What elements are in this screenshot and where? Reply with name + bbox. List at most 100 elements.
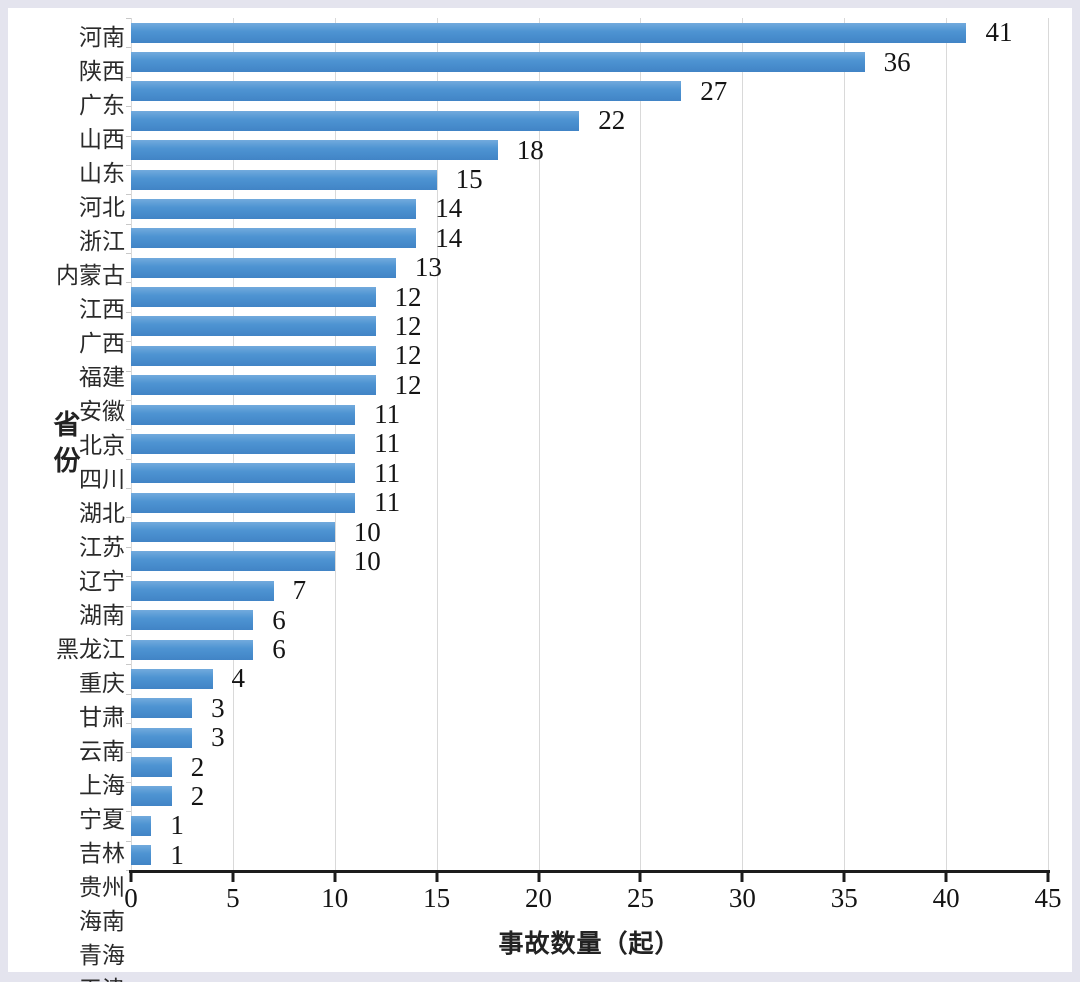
y-axis-category-tick: [126, 576, 131, 578]
bar-江西: [131, 257, 396, 278]
y-axis-category-tick: [126, 282, 131, 284]
bar-series: 41 36 27 22 18 15 14 14 13 12 12 12 12 11 11 11 11 10 10 7 6…: [131, 18, 1048, 870]
bar-row: 10: [131, 517, 1048, 546]
x-tick-35: [842, 873, 846, 882]
bar-福建: [131, 316, 376, 337]
y-axis-category-tick: [126, 341, 131, 343]
category-label-山西: 山西: [79, 127, 125, 152]
category-label-宁夏: 宁夏: [79, 807, 125, 832]
gridline-x-40: [946, 18, 948, 870]
category-label-海南: 海南: [79, 909, 125, 934]
category-label-贵州: 贵州: [79, 875, 125, 900]
category-label-湖北: 湖北: [79, 501, 125, 526]
x-tick-label-5: 5: [226, 883, 240, 913]
category-label-福建: 福建: [79, 365, 125, 390]
bar-value-label: 11: [374, 428, 401, 459]
bar-value-label: 15: [455, 164, 483, 195]
bar-value-label: 2: [190, 780, 205, 811]
y-axis-category-tick: [126, 311, 131, 313]
bar-row: 18: [131, 136, 1048, 165]
bar-云南: [131, 639, 254, 660]
y-axis-category-tick: [126, 488, 131, 490]
bar-吉林: [131, 727, 193, 748]
category-label-浙江: 浙江: [79, 229, 125, 254]
y-axis-category-tick: [126, 870, 131, 871]
bar-row: 14: [131, 224, 1048, 253]
bar-value-label: 11: [374, 457, 401, 488]
category-label-天津: 天津: [8, 970, 125, 982]
y-axis-category-tick: [126, 18, 131, 19]
y-axis-category-tick: [126, 76, 131, 78]
bar-山东: [131, 140, 498, 161]
gridline-x-20: [538, 18, 540, 870]
bar-row: 1: [131, 811, 1048, 840]
x-tick-45: [1046, 873, 1050, 882]
bar-山西: [131, 110, 580, 131]
bar-value-label: 13: [414, 252, 442, 283]
y-axis-category-tick: [126, 517, 131, 519]
bar-辽宁: [131, 492, 356, 513]
x-axis-line: [129, 870, 1050, 873]
x-tick-10: [333, 873, 337, 882]
bar-value-label: 10: [353, 545, 381, 576]
x-tick-0: [129, 873, 133, 882]
bar-row: 2: [131, 752, 1048, 781]
y-axis-category-tick: [126, 664, 131, 666]
bar-广西: [131, 287, 376, 308]
bar-value-label: 14: [435, 193, 463, 224]
y-axis-category-tick: [126, 164, 131, 166]
bar-value-label: 1: [170, 839, 184, 870]
category-label-甘肃: 甘肃: [79, 705, 125, 730]
bar-row: 3: [131, 694, 1048, 723]
bar-row: 2: [131, 782, 1048, 811]
x-tick-label-35: 35: [830, 883, 858, 913]
bar-row: 3: [131, 723, 1048, 752]
y-axis-category-tick: [126, 194, 131, 196]
category-label-山东: 山东: [79, 161, 125, 186]
bar-value-label: 3: [211, 722, 225, 753]
x-tick-25: [638, 873, 642, 882]
bar-天津: [131, 845, 152, 866]
category-label-安徽: 安徽: [79, 399, 125, 424]
y-axis-category-tick: [126, 605, 131, 607]
bar-row: 1: [131, 841, 1048, 870]
x-tick-30: [740, 873, 744, 882]
x-axis-title: 事故数量（起）: [498, 930, 681, 958]
category-label-广西: 广西: [79, 331, 125, 356]
category-label-湖南: 湖南: [79, 603, 125, 628]
bar-row: 11: [131, 459, 1048, 488]
bar-广东: [131, 81, 682, 102]
bar-value-label: 27: [700, 75, 728, 106]
bar-row: 12: [131, 341, 1048, 370]
y-axis-category-tick: [126, 253, 131, 255]
bar-青海: [131, 815, 152, 836]
x-tick-label-20: 20: [525, 883, 553, 913]
category-label-辽宁: 辽宁: [79, 569, 125, 594]
bar-北京: [131, 375, 376, 396]
gridline-x-15: [436, 18, 438, 870]
bar-row: 12: [131, 312, 1048, 341]
bar-row: 36: [131, 47, 1048, 76]
x-axis-tick-labels: 0 5 10 15 20 25 30 35 40 45: [124, 883, 1061, 918]
x-tick-5: [231, 873, 235, 882]
bar-value-label: 12: [394, 340, 422, 371]
bar-value-label: 12: [394, 281, 422, 312]
bar-row: 27: [131, 77, 1048, 106]
bar-value-label: 41: [985, 17, 1013, 48]
gridline-x-30: [742, 18, 744, 870]
y-axis-title: 省份: [53, 410, 81, 476]
category-label-黑龙江: 黑龙江: [56, 637, 125, 662]
y-axis-category-tick: [126, 693, 131, 695]
category-label-重庆: 重庆: [79, 671, 125, 696]
bar-row: 11: [131, 400, 1048, 429]
x-axis-ticks: [129, 873, 1050, 883]
y-axis-category-tick: [126, 135, 131, 137]
bar-浙江: [131, 198, 417, 219]
y-axis-category-tick: [126, 429, 131, 431]
bar-row: 14: [131, 194, 1048, 223]
bar-河北: [131, 169, 437, 190]
category-label-云南: 云南: [79, 739, 125, 764]
bar-value-label: 6: [272, 634, 286, 665]
y-axis-category-tick: [126, 752, 131, 754]
bar-四川: [131, 404, 356, 425]
